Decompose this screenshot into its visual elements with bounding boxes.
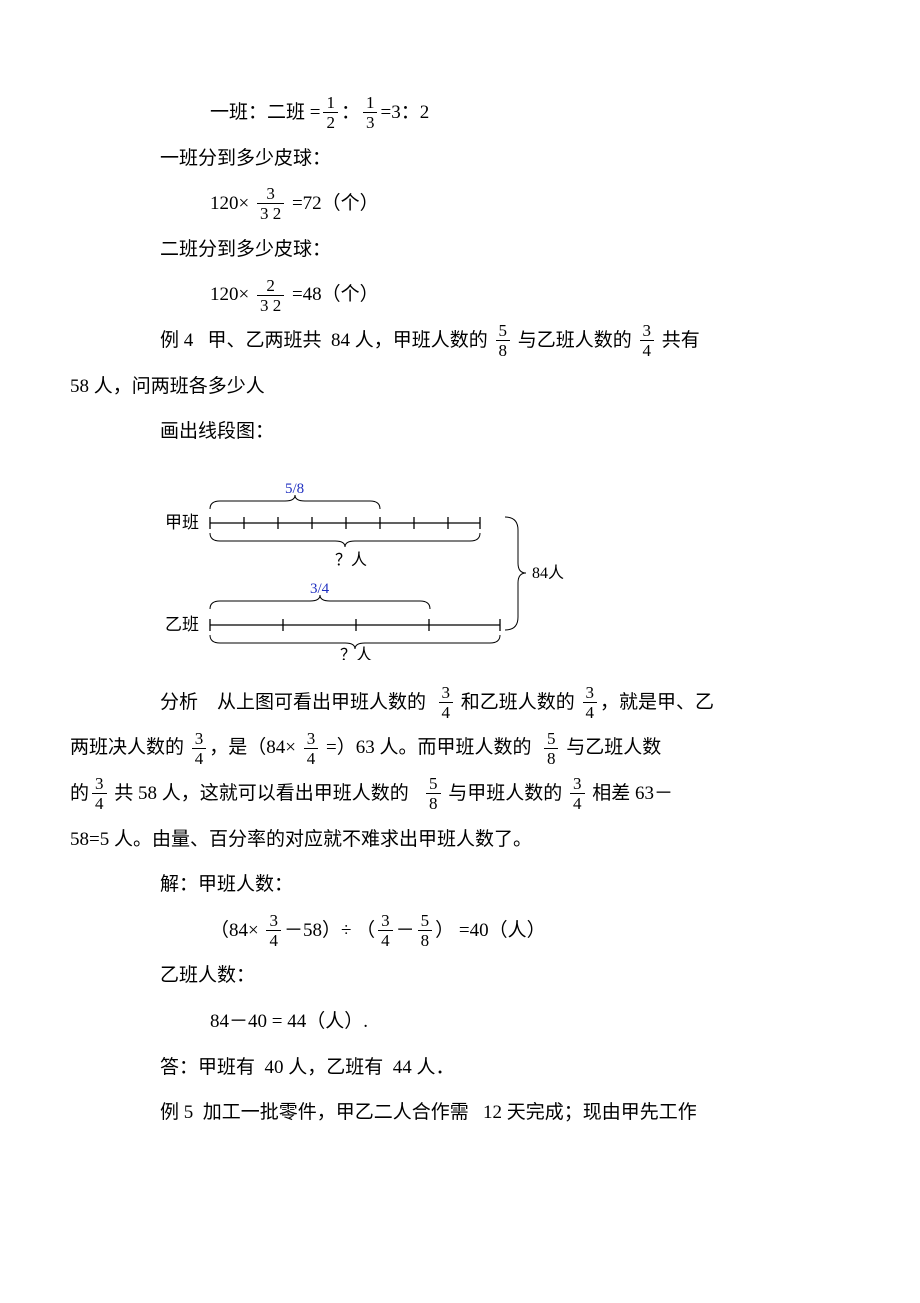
text: =）63 人。而甲班人数的 [321,725,541,771]
analysis-line: 分析 从上图可看出甲班人数的 34 和乙班人数的 34 ，就是甲、乙 [70,680,850,726]
text-line: 画出线段图： [70,409,850,455]
text: 58=5 人。由量、百分率的对应就不难求出甲班人数了。 [70,817,532,863]
text: 共有 [657,318,700,364]
fraction: 34 [192,730,207,767]
fraction: 13 [363,94,378,131]
text: 二班分到多少皮球： [160,227,331,273]
text: 与乙班人数的 [513,318,637,364]
text: 乙班人数： [160,953,255,999]
text: ： [341,90,360,136]
text: －58）÷ （ [284,908,375,954]
fraction: 23 2 [257,277,284,314]
text: 一班：二班 = [210,90,320,136]
label-yi: 乙班 [165,615,199,634]
text: － [396,908,415,954]
text-line: 两班决人数的 34 ，是（84× 34 =）63 人。而甲班人数的 58 与乙班… [70,725,850,771]
fraction: 34 [92,775,107,812]
text-line: 二班分到多少皮球： [70,227,850,273]
text: 共 58 人，这就可以看出甲班人数的 [110,771,424,817]
text: =3：2 [380,90,429,136]
fraction: 58 [544,730,559,767]
label-58: 5/8 [285,481,304,497]
text: 例 5 加工一批零件，甲乙二人合作需 12 天完成；现由甲先工作 [160,1090,697,1136]
text: 例 4 甲、乙两班共 84 人，甲班人数的 [160,318,493,364]
text: 120× [210,272,254,318]
text: ，就是甲、乙 [600,680,714,726]
fraction: 34 [439,684,454,721]
text: 分析 从上图可看出甲班人数的 [160,680,436,726]
text-line: 的 34 共 58 人，这就可以看出甲班人数的 58 与甲班人数的 34 相差 … [70,771,850,817]
fraction: 33 2 [257,185,284,222]
calc-line: 120× 33 2 =72（个） [70,181,850,227]
text: 与乙班人数 [561,725,661,771]
fraction: 34 [640,322,655,359]
ratio-line: 一班：二班 = 12 ： 13 =3：2 [70,90,850,136]
example4-line: 例 4 甲、乙两班共 84 人，甲班人数的 58 与乙班人数的 34 共有 [70,318,850,364]
text: 的 [70,771,89,817]
text: 两班决人数的 [70,725,189,771]
label-q2: ？人 [340,646,372,660]
text: （84× [210,908,263,954]
label-total: 84人 [532,564,564,582]
text-line: 58 人，问两班各多少人 [70,364,850,410]
text: 画出线段图： [160,409,274,455]
calc-line: 120× 23 2 =48（个） [70,272,850,318]
text-line: 解：甲班人数： [70,862,850,908]
text-line: 一班分到多少皮球： [70,136,850,182]
answer-line: 答：甲班有 40 人，乙班有 44 人． [70,1045,850,1091]
label-34: 3/4 [310,581,330,597]
text: =72（个） [287,181,378,227]
fraction: 58 [426,775,441,812]
fraction: 34 [583,684,598,721]
text: 120× [210,181,254,227]
text-line: 乙班人数： [70,953,850,999]
text: 解：甲班人数： [160,862,293,908]
fraction: 34 [304,730,319,767]
calc-line: （84× 34 －58）÷ （ 34 － 58 ） =40（人） [70,908,850,954]
example5-line: 例 5 加工一批零件，甲乙二人合作需 12 天完成；现由甲先工作 [70,1090,850,1136]
fraction: 34 [378,912,393,949]
text: ） =40（人） [435,908,545,954]
text: 与甲班人数的 [444,771,568,817]
label-q1: ？人 [335,551,367,569]
label-jia: 甲班 [165,513,199,532]
text: 答：甲班有 40 人，乙班有 44 人． [160,1045,455,1091]
fraction: 34 [266,912,281,949]
text: 相差 63－ [588,771,674,817]
fraction: 34 [570,775,585,812]
line-segment-diagram: 甲班 5/8 ？人 乙班 3/4 [140,475,850,660]
text: =48（个） [287,272,378,318]
text: ，是（84× [209,725,300,771]
fraction: 58 [418,912,433,949]
fraction: 12 [323,94,338,131]
text: 84－40 = 44（人）. [210,999,368,1045]
text: 和乙班人数的 [456,680,580,726]
text-line: 58=5 人。由量、百分率的对应就不难求出甲班人数了。 [70,817,850,863]
calc-line: 84－40 = 44（人）. [70,999,850,1045]
text: 58 人，问两班各多少人 [70,364,265,410]
text: 一班分到多少皮球： [160,136,331,182]
fraction: 58 [496,322,511,359]
